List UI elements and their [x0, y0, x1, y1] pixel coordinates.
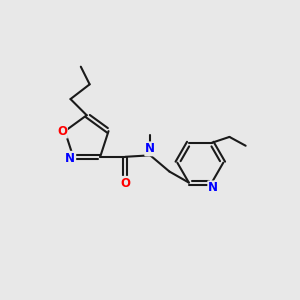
- Text: N: N: [145, 142, 155, 155]
- Text: O: O: [120, 177, 130, 190]
- Text: N: N: [208, 182, 218, 194]
- Text: N: N: [65, 152, 75, 165]
- Text: O: O: [57, 124, 67, 138]
